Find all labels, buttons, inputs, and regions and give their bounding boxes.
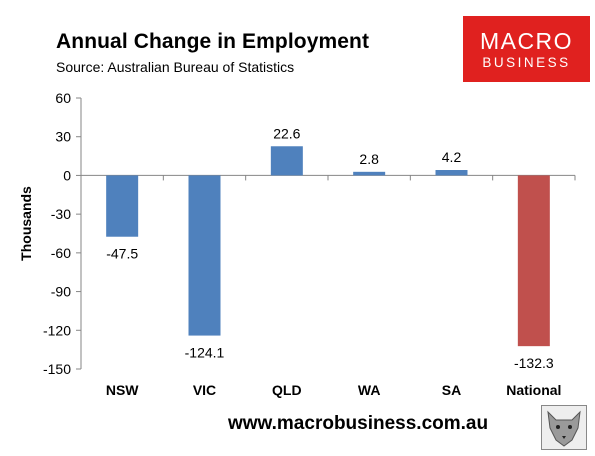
y-tick-label: 0 — [63, 167, 71, 183]
data-label: 22.6 — [273, 125, 300, 141]
macrobusiness-logo: MACRO BUSINESS — [463, 16, 590, 82]
y-tick-label: -90 — [51, 284, 71, 300]
x-category-label: QLD — [272, 382, 302, 398]
data-label: 2.8 — [359, 151, 379, 167]
y-tick-label: -30 — [51, 206, 71, 222]
y-tick-label: -60 — [51, 245, 71, 261]
wolf-mascot-icon — [541, 405, 587, 450]
chart-title: Annual Change in Employment — [56, 30, 370, 53]
bar-nsw — [106, 175, 139, 237]
chart-source: Source: Australian Bureau of Statistics — [56, 59, 295, 75]
x-category-label: NSW — [106, 382, 139, 398]
y-tick-label: 60 — [55, 90, 71, 106]
logo-line-2: BUSINESS — [482, 55, 571, 70]
data-label: 4.2 — [442, 149, 462, 165]
footer-website-url: www.macrobusiness.com.au — [228, 413, 489, 434]
bar-sa — [435, 170, 468, 176]
y-tick-label: -150 — [43, 361, 71, 377]
data-label: -47.5 — [106, 246, 138, 262]
x-category-label: National — [506, 382, 561, 398]
y-axis-title: Thousands — [18, 186, 34, 261]
data-label: -132.3 — [514, 355, 554, 371]
y-tick-label: 30 — [55, 129, 71, 145]
x-category-label: VIC — [193, 382, 216, 398]
bar-wa — [353, 171, 386, 176]
logo-line-1: MACRO — [479, 28, 574, 54]
bar-vic — [188, 175, 221, 336]
data-label: -124.1 — [185, 345, 225, 361]
y-tick-label: -120 — [43, 322, 71, 338]
bar-qld — [270, 146, 303, 176]
bar-national — [517, 175, 550, 347]
x-category-label: WA — [358, 382, 381, 398]
x-category-label: SA — [442, 382, 461, 398]
